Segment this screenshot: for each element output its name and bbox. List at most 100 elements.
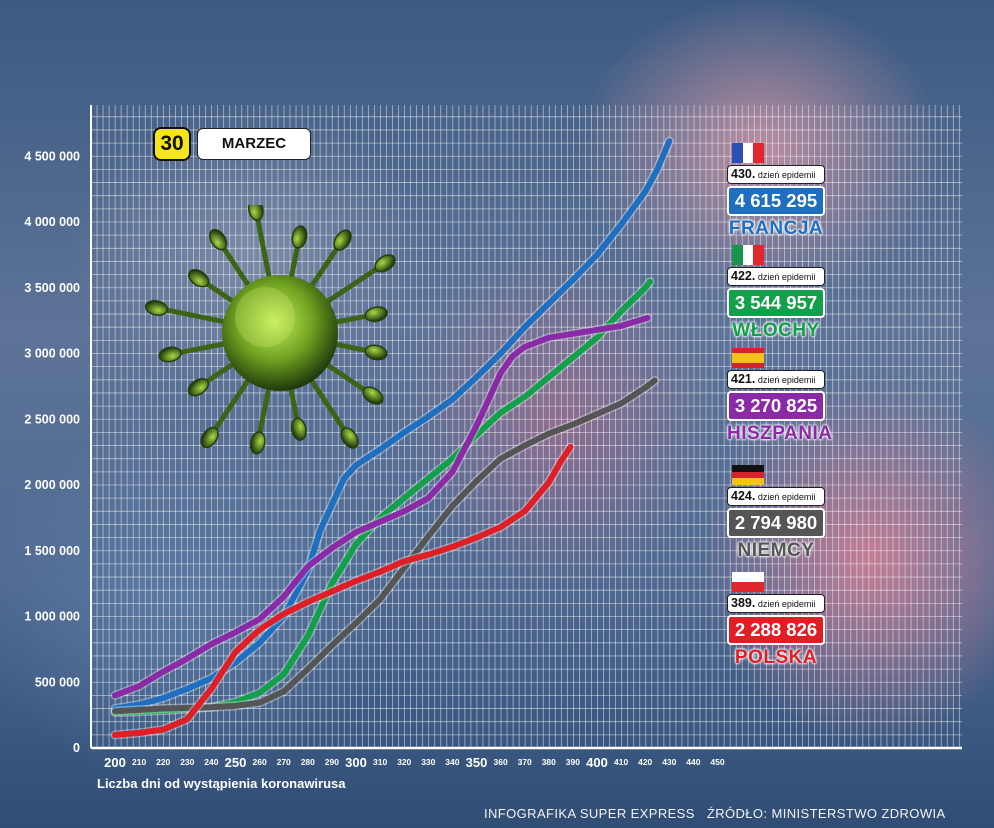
virus-spike: [288, 242, 301, 280]
x-tick-label: 340: [445, 757, 459, 767]
y-tick-label: 4 500 000: [24, 149, 80, 163]
country-name: HISZPANIA: [727, 423, 833, 444]
chart-series: [110, 136, 674, 740]
x-tick-label: 200: [104, 755, 126, 770]
epidemic-day: 430. dzień epidemii: [727, 165, 825, 184]
country-name: NIEMCY: [737, 540, 815, 561]
country-card-spain: 421. dzień epidemii 3 270 825 HISZPANIA: [727, 348, 833, 445]
date-day: 30: [153, 127, 191, 161]
country-name: FRANCJA: [728, 218, 824, 239]
y-tick-label: 4 000 000: [24, 215, 80, 229]
virus-spike-head: [200, 426, 219, 449]
x-tick-label: 330: [421, 757, 435, 767]
footer-credit: INFOGRAFIKA SUPER EXPRESS ŹRÓDŁO: MINIST…: [484, 806, 946, 821]
epidemic-day: 421. dzień epidemii: [727, 370, 825, 389]
x-tick-label: 220: [156, 757, 170, 767]
x-tick-label: 360: [494, 757, 508, 767]
virus-spike-head: [188, 269, 210, 288]
virus-spike: [333, 341, 371, 354]
virus-spike-head: [144, 300, 169, 316]
x-tick-label: 320: [397, 757, 411, 767]
virus-spike-head: [364, 344, 388, 361]
case-count: 3 270 825: [727, 391, 825, 421]
italy-flag-icon: [732, 245, 765, 265]
virus-illustration: [144, 205, 396, 455]
y-tick-label: 3 500 000: [24, 281, 80, 295]
virus-spike-head: [362, 386, 384, 405]
x-tick-label: 350: [466, 755, 488, 770]
date-month: MARZEC: [197, 128, 311, 160]
virus-spike: [256, 386, 272, 438]
series-line: [112, 314, 651, 699]
y-tick-label: 0: [73, 741, 80, 755]
country-name: POLSKA: [734, 647, 818, 668]
poland-flag-icon: [732, 572, 764, 592]
virus-spike: [201, 361, 236, 386]
series-line: [112, 377, 658, 715]
x-tick-label: 270: [277, 757, 291, 767]
country-card-italy: 422. dzień epidemii 3 544 957 WŁOCHY: [727, 245, 825, 342]
virus-spike-head: [249, 431, 266, 455]
virus-spike: [161, 306, 227, 325]
virus-spike: [210, 377, 252, 434]
y-axis-labels: 0 500 000 1 000 000 1 500 000 2 000 000 2 500…: [24, 149, 80, 755]
x-tick-label: 430: [662, 757, 676, 767]
credit-text: INFOGRAFIKA SUPER EXPRESS: [484, 806, 695, 821]
y-tick-label: 2 000 000: [24, 478, 80, 492]
y-tick-label: 1 500 000: [24, 544, 80, 558]
case-count: 4 615 295: [727, 186, 825, 216]
virus-spike-head: [333, 229, 352, 251]
epidemic-day: 389. dzień epidemii: [727, 594, 825, 613]
virus-spike: [202, 279, 236, 305]
x-axis-labels: 200 210 220 230 240 250 260 270 280 290 300 310 320 3…: [104, 755, 725, 770]
virus-spike-head: [291, 225, 308, 249]
x-tick-label: 380: [542, 757, 556, 767]
virus-spike-head: [158, 346, 182, 363]
epidemic-day: 422. dzień epidemii: [727, 267, 825, 286]
case-count: 2 794 980: [727, 508, 825, 538]
x-tick-label: 440: [686, 757, 700, 767]
epidemic-day: 424. dzień epidemii: [727, 487, 825, 506]
virus-spike-head: [187, 377, 210, 397]
virus-spike-head: [340, 427, 359, 449]
spain-flag-icon: [732, 348, 764, 368]
x-tick-label: 390: [566, 757, 580, 767]
x-tick-label: 420: [638, 757, 652, 767]
virus-spike-head: [208, 228, 228, 251]
x-tick-label: 280: [301, 757, 315, 767]
virus-spike: [324, 361, 370, 395]
x-tick-label: 300: [345, 755, 367, 770]
virus-spike-head: [364, 306, 388, 323]
country-name: WŁOCHY: [732, 320, 820, 341]
virus-spike: [288, 386, 301, 424]
y-tick-label: 500 000: [35, 675, 80, 689]
x-axis-title: Liczba dni od wystąpienia koronawirusa: [97, 776, 346, 791]
country-card-france: 430. dzień epidemii 4 615 295 FRANCJA: [727, 143, 825, 240]
virus-spike: [308, 377, 349, 435]
case-count: 3 544 957: [727, 288, 825, 318]
france-flag-icon: [732, 143, 765, 163]
case-count: 2 288 826: [727, 615, 825, 645]
virus-spike: [324, 264, 382, 305]
y-tick-label: 2 500 000: [24, 412, 80, 426]
y-tick-label: 1 000 000: [24, 610, 80, 624]
x-tick-label: 410: [614, 757, 628, 767]
chart-axes: [90, 105, 962, 750]
virus-spike-head: [374, 254, 396, 273]
virus-spike: [254, 214, 272, 280]
x-tick-label: 370: [518, 757, 532, 767]
x-tick-label: 260: [253, 757, 267, 767]
virus-spike: [175, 341, 227, 356]
virus-spike: [333, 312, 371, 325]
series-line: [112, 444, 574, 738]
x-tick-label: 290: [325, 757, 339, 767]
source-text: ŹRÓDŁO: MINISTERSTWO ZDROWIA: [706, 806, 946, 821]
virus-spike-head: [290, 417, 307, 441]
country-card-germany: 424. dzień epidemii 2 794 980 NIEMCY: [727, 465, 825, 562]
x-tick-label: 230: [180, 757, 194, 767]
x-tick-label: 400: [586, 755, 608, 770]
x-tick-label: 450: [710, 757, 724, 767]
germany-flag-icon: [732, 465, 764, 486]
country-card-poland: 389. dzień epidemii 2 288 826 POLSKA: [727, 572, 825, 669]
virus-spike-head: [247, 205, 264, 221]
